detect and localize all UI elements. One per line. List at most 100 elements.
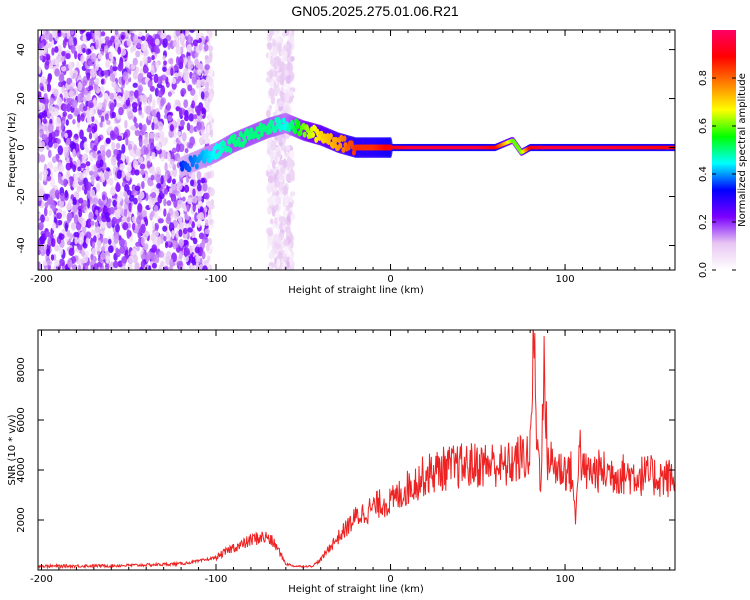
noise-speckle xyxy=(140,35,146,42)
noise-speckle xyxy=(85,181,92,191)
noise-speckle xyxy=(151,151,156,160)
noise-speckle xyxy=(120,266,127,270)
noise-speckle xyxy=(203,44,209,52)
noise-speckle xyxy=(115,217,120,225)
noise-speckle xyxy=(105,138,111,145)
noise-speckle xyxy=(131,101,138,109)
noise-speckle xyxy=(77,81,83,92)
noise-speckle xyxy=(53,143,58,149)
signal-core xyxy=(270,120,275,127)
spectrogram-ylabel: Frequency (Hz) xyxy=(7,112,18,188)
noise-speckle xyxy=(134,169,140,176)
noise-speckle xyxy=(75,172,80,178)
noise-speckle xyxy=(210,198,215,206)
noise-speckle xyxy=(290,174,295,182)
noise-speckle xyxy=(137,156,144,164)
noise-speckle xyxy=(61,210,67,218)
noise-speckle xyxy=(111,65,118,72)
noise-speckle xyxy=(38,181,41,188)
snr-xtick-label: 100 xyxy=(556,574,575,585)
noise-speckle xyxy=(120,48,127,56)
noise-speckle xyxy=(145,254,150,263)
noise-speckle xyxy=(176,181,183,191)
noise-speckle xyxy=(189,187,193,198)
noise-speckle xyxy=(138,122,143,131)
noise-speckle xyxy=(121,143,126,154)
snr-panel: -200 -100 0 100 2000 4000 6000 8000 Height of s… xyxy=(7,329,676,595)
noise-speckle xyxy=(116,153,120,162)
noise-speckle xyxy=(204,90,209,99)
noise-speckle xyxy=(150,174,155,181)
noise-speckle xyxy=(59,199,65,209)
noise-speckle xyxy=(70,44,76,54)
noise-speckle xyxy=(65,162,72,171)
noise-speckle xyxy=(123,208,128,218)
noise-speckle xyxy=(60,66,67,72)
noise-speckle xyxy=(268,252,275,260)
noise-speckle xyxy=(129,90,134,97)
noise-speckle xyxy=(59,193,65,202)
noise-speckle xyxy=(38,65,42,75)
noise-speckle xyxy=(66,169,70,178)
noise-speckle xyxy=(174,72,179,78)
noise-speckle xyxy=(175,106,181,112)
noise-speckle xyxy=(132,70,138,80)
noise-speckle xyxy=(40,250,46,256)
noise-speckle xyxy=(86,73,91,81)
noise-speckle xyxy=(44,125,48,132)
noise-speckle xyxy=(180,87,187,95)
signal-core xyxy=(341,146,346,153)
noise-speckle xyxy=(140,146,145,155)
noise-speckle xyxy=(38,261,42,270)
noise-speckle xyxy=(44,216,50,222)
noise-speckle xyxy=(88,60,93,67)
noise-speckle xyxy=(89,170,94,176)
noise-speckle xyxy=(163,60,167,66)
noise-speckle xyxy=(194,212,199,222)
noise-speckle xyxy=(48,196,54,205)
noise-speckle xyxy=(99,222,106,229)
noise-speckle xyxy=(184,147,189,154)
noise-speckle xyxy=(100,246,106,253)
noise-speckle xyxy=(84,264,89,270)
noise-speckle xyxy=(42,169,49,176)
noise-speckle xyxy=(54,259,60,267)
noise-speckle xyxy=(46,231,52,238)
noise-speckle xyxy=(139,163,146,170)
noise-speckle xyxy=(204,192,210,200)
noise-speckle xyxy=(180,119,185,127)
noise-speckle xyxy=(66,77,73,85)
signal-core xyxy=(219,147,224,154)
signal-core xyxy=(268,128,273,135)
noise-speckle xyxy=(191,76,197,85)
noise-speckle xyxy=(277,173,282,179)
noise-speckle xyxy=(160,30,166,39)
signal-core xyxy=(242,137,247,144)
noise-speckle xyxy=(176,143,181,153)
noise-speckle xyxy=(119,245,126,254)
noise-speckle xyxy=(38,153,41,163)
noise-speckle xyxy=(155,173,161,183)
noise-speckle xyxy=(288,257,294,266)
noise-speckle xyxy=(45,43,52,49)
noise-speckle xyxy=(285,74,292,84)
noise-speckle xyxy=(274,241,279,249)
noise-speckle xyxy=(268,104,273,110)
noise-speckle xyxy=(62,39,67,49)
noise-speckle xyxy=(147,181,154,187)
spectrogram-frame xyxy=(37,29,676,271)
noise-speckle xyxy=(126,229,131,239)
noise-speckle xyxy=(188,113,194,122)
noise-speckle xyxy=(187,60,194,70)
noise-speckle xyxy=(178,229,183,237)
signal-core xyxy=(342,135,347,142)
noise-speckle xyxy=(60,55,65,63)
noise-speckle xyxy=(189,30,195,34)
noise-speckle xyxy=(209,187,215,197)
colorbar-label: Normalized spectral amplitude xyxy=(737,73,748,227)
noise-speckle xyxy=(186,197,193,205)
noise-speckle xyxy=(181,132,187,142)
noise-speckle xyxy=(92,197,99,205)
noise-speckle xyxy=(122,222,129,231)
noise-speckle xyxy=(88,132,93,140)
